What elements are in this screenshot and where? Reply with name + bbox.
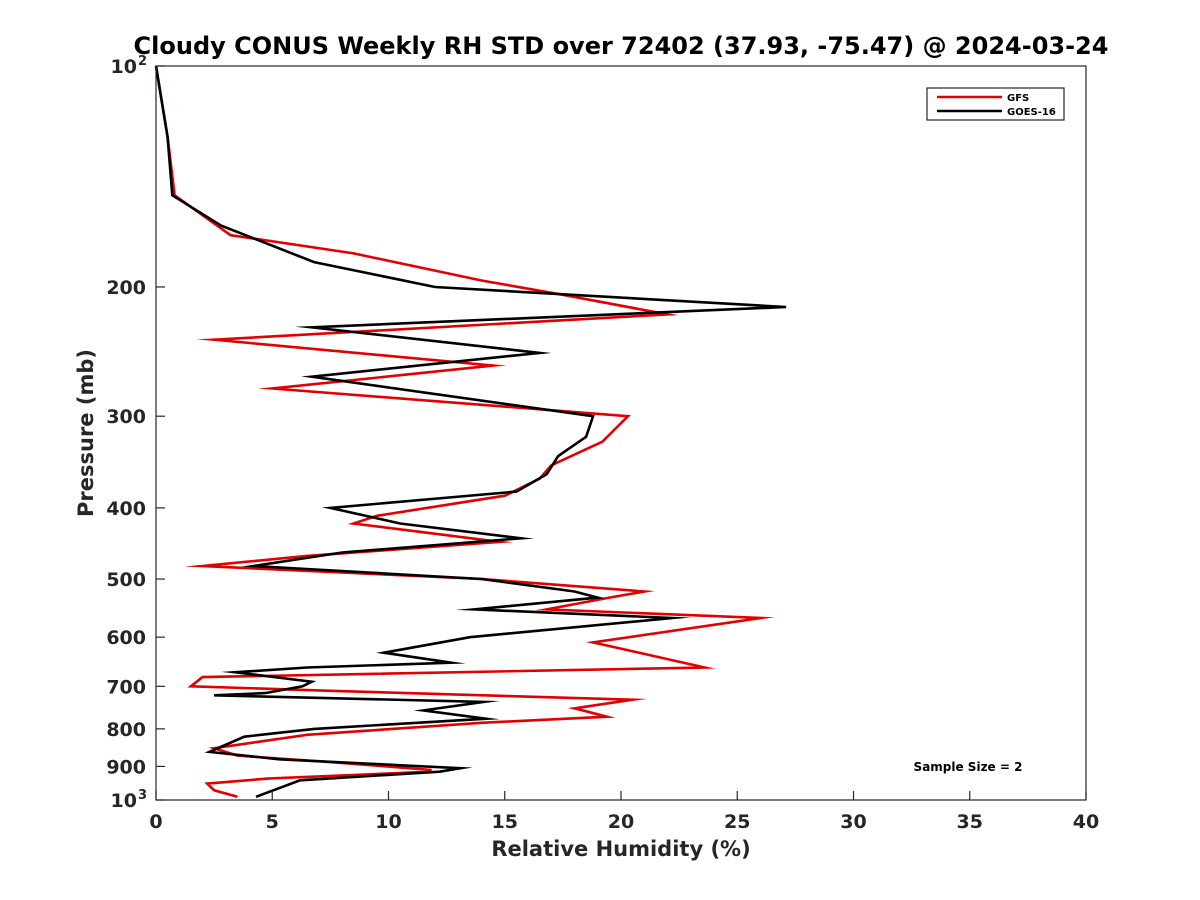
y-tick-label: 10: [111, 56, 137, 78]
y-tick-label: 800: [106, 719, 146, 741]
legend-label-gfs: GFS: [1007, 93, 1029, 104]
y-tick-label: 10: [111, 790, 137, 812]
series-layer: [154, 65, 787, 799]
x-tick-label: 35: [957, 811, 983, 833]
chart-title: Cloudy CONUS Weekly RH STD over 72402 (3…: [134, 32, 1109, 60]
sample-size-annotation: Sample Size = 2: [914, 760, 1023, 774]
y-tick-exponent: 2: [138, 54, 147, 69]
y-tick-label: 400: [106, 498, 146, 520]
y-tick-label: 600: [106, 627, 146, 649]
x-tick-label: 20: [608, 811, 634, 833]
x-tick-label: 30: [840, 811, 866, 833]
y-tick-label: 500: [106, 569, 146, 591]
y-tick-label: 700: [106, 676, 146, 698]
x-tick-label: 5: [266, 811, 279, 833]
y-tick-label: 300: [106, 406, 146, 428]
series-line-goes16: [154, 65, 787, 799]
x-axis-label: Relative Humidity (%): [491, 837, 750, 861]
x-tick-label: 25: [724, 811, 750, 833]
legend-label-goes16: GOES-16: [1007, 107, 1056, 118]
legend: GFS GOES-16: [926, 87, 1065, 121]
x-tick-label: 40: [1073, 811, 1099, 833]
y-axis-label: Pressure (mb): [74, 349, 98, 517]
y-tick-label: 200: [106, 277, 146, 299]
y-tick-exponent: 3: [138, 788, 147, 803]
x-axis-ticks: 0 5 10 15 20 25 30 35 40: [149, 791, 1099, 833]
legend-box: [926, 87, 1065, 121]
x-tick-label: 15: [492, 811, 518, 833]
y-tick-label: 900: [106, 756, 146, 778]
x-tick-label: 0: [149, 811, 162, 833]
x-tick-label: 10: [375, 811, 401, 833]
